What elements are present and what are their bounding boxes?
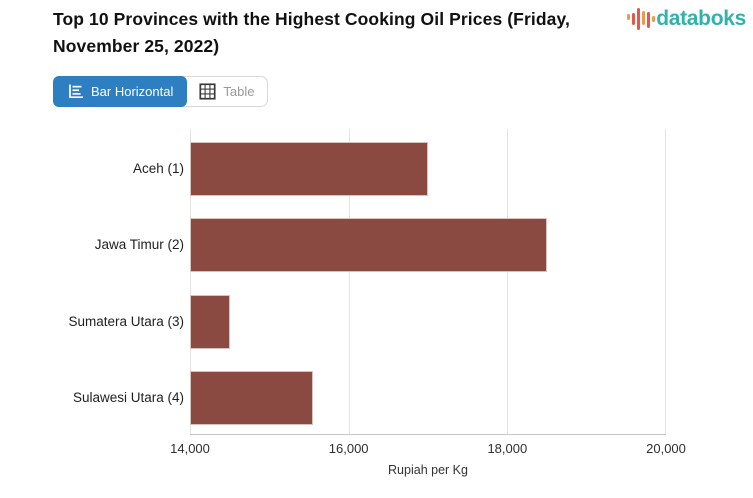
chart-title: Top 10 Provinces with the Highest Cookin…: [53, 9, 570, 56]
category-label: Jawa Timur (2): [94, 237, 184, 253]
bar-horizontal-icon: [67, 83, 84, 100]
view-toggle-group: Bar Horizontal Table: [53, 76, 269, 107]
gridline: [665, 129, 666, 434]
table-label: Table: [223, 84, 255, 99]
gridline: [348, 129, 350, 434]
databoks-logo[interactable]: databoks: [625, 5, 746, 33]
bar[interactable]: [190, 370, 313, 425]
bar-horizontal-button[interactable]: Bar Horizontal: [53, 76, 188, 107]
x-axis-title: Rupiah per Kg: [388, 463, 468, 477]
databoks-bars-icon: [625, 5, 656, 33]
table-icon: [199, 83, 216, 100]
table-button[interactable]: Table: [186, 77, 267, 106]
bar[interactable]: [190, 218, 547, 273]
x-tick-label: 16,000: [328, 441, 369, 456]
gridline: [190, 129, 191, 434]
x-tick-label: 14,000: [170, 441, 210, 456]
x-tick-label: 18,000: [487, 441, 528, 456]
category-label: Sumatera Utara (3): [68, 313, 184, 329]
bar-horizontal-label: Bar Horizontal: [91, 84, 174, 99]
bar[interactable]: [190, 294, 230, 349]
plot-area: [190, 129, 666, 435]
bar[interactable]: [190, 142, 428, 197]
x-tick-label: 20,000: [646, 441, 686, 456]
category-label: Sulawesi Utara (4): [72, 389, 184, 405]
gridline: [507, 129, 509, 434]
databoks-logo-text: databoks: [656, 7, 746, 30]
category-label: Aceh (1): [132, 161, 184, 177]
